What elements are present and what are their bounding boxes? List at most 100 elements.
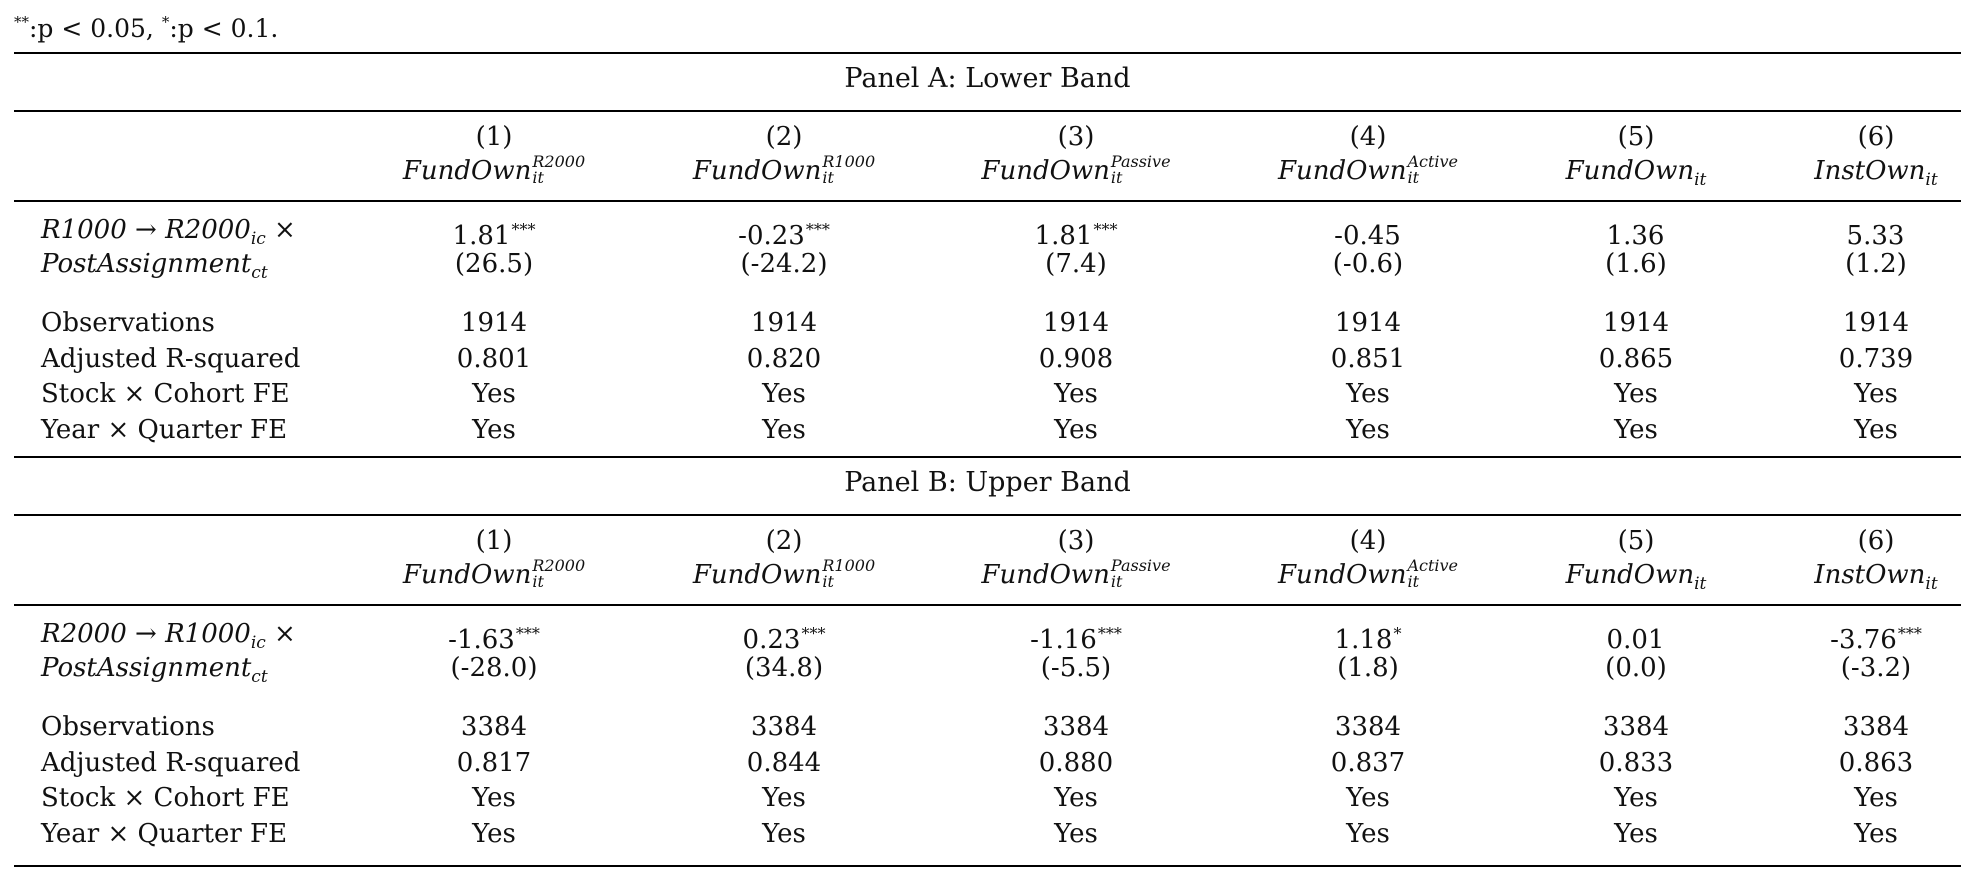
table-rule xyxy=(14,110,1961,112)
stats-cell: Yes xyxy=(1346,783,1390,813)
column-header: (1) FundOwn R2000 it xyxy=(364,120,624,188)
significance-stars: * xyxy=(1393,624,1402,643)
variable-subscript: it xyxy=(1407,572,1419,591)
column-variable: FundOwn Passive it xyxy=(946,154,1206,188)
coefficient-value: 5.33 xyxy=(1846,221,1905,251)
stats-cell: Yes xyxy=(1854,783,1898,813)
tstat-cell: (-0.6) xyxy=(1332,249,1404,279)
table-rule xyxy=(14,604,1961,606)
treatment-from: R1000 xyxy=(41,215,127,245)
stats-cell: 1914 xyxy=(1334,308,1402,338)
stats-cell: Yes xyxy=(472,818,516,849)
stats-cell: 3384 xyxy=(460,712,528,742)
column-number: (6) xyxy=(1857,122,1895,152)
stats-cell: 1914 xyxy=(750,308,818,338)
column-header: (2) FundOwn R1000 it xyxy=(654,120,914,188)
times-icon: × xyxy=(265,619,296,649)
variable-superscript: R2000 xyxy=(532,556,586,575)
tstat-cell: (7.4) xyxy=(1045,249,1107,279)
column-header: (6) InstOwnit xyxy=(1746,524,1976,601)
treatment-label: R2000 → R1000ic × xyxy=(41,616,296,661)
arrow-icon: → xyxy=(126,215,166,245)
significance-stars: *** xyxy=(515,624,540,643)
significance-stars: *** xyxy=(511,220,536,239)
stats-cell: Yes xyxy=(1346,818,1390,849)
column-variable: FundOwn Passive it xyxy=(946,558,1206,592)
significance-stars: *** xyxy=(801,624,826,643)
variable-superscript: R1000 xyxy=(822,152,876,171)
stats-row: Adjusted R-squared 0.817 0.844 0.880 0.837 0.… xyxy=(0,745,1976,781)
variable-indices: Active it xyxy=(1407,558,1458,590)
stats-label: Year × Quarter FE xyxy=(41,818,288,849)
variable-subscript: it xyxy=(532,168,544,187)
variable-indices: R2000 it xyxy=(532,558,585,590)
coefficient-cell: 1.81*** xyxy=(374,212,614,254)
coefficient-cell: -0.23*** xyxy=(664,212,904,254)
variable-superscript: R2000 xyxy=(532,152,586,171)
stats-cell: Yes xyxy=(762,783,806,813)
coefficient-value: 0.23 xyxy=(742,625,801,655)
variable-subscript: it xyxy=(822,572,834,591)
stats-cell: 3384 xyxy=(1602,712,1670,742)
stats-cell: 1914 xyxy=(460,308,528,338)
stats-row: Adjusted R-squared 0.801 0.820 0.908 0.851 0.… xyxy=(0,341,1976,377)
coefficient-row: R2000 → R1000ic × -1.63*** 0.23*** -1.16***… xyxy=(0,616,1976,655)
stats-cell: 0.820 xyxy=(746,343,822,374)
stats-cell: 3384 xyxy=(1842,712,1910,742)
stats-row: Stock × Cohort FE Yes Yes Yes Yes Yes Yes xyxy=(0,780,1976,816)
post-label: PostAssignment xyxy=(41,249,252,279)
coefficient-value: 0.01 xyxy=(1606,625,1665,655)
panel-title: Panel A: Lower Band xyxy=(844,63,1131,94)
stats-cell: 3384 xyxy=(1334,712,1402,742)
variable-subscript: it xyxy=(1110,572,1123,591)
tstat-cell: (26.5) xyxy=(454,249,534,279)
table-rule xyxy=(14,52,1961,54)
column-variable: FundOwn Active it xyxy=(1238,154,1498,188)
column-variable: FundOwnit xyxy=(1506,558,1766,601)
tstat-cell: (-3.2) xyxy=(1840,653,1912,683)
column-header: (5) FundOwnit xyxy=(1506,524,1766,601)
times-icon: × xyxy=(265,215,296,245)
coefficient-cell: -3.76*** xyxy=(1756,616,1976,658)
significance-stars: *** xyxy=(805,220,830,239)
panel-title: Panel B: Upper Band xyxy=(844,467,1131,498)
note-p05: :p < 0.05, xyxy=(29,14,162,43)
column-variable: InstOwnit xyxy=(1746,154,1976,197)
coefficient-value: -1.63 xyxy=(448,625,515,655)
column-variable: InstOwnit xyxy=(1746,558,1976,601)
stats-cell: 3384 xyxy=(750,712,818,742)
note-p10: :p < 0.1. xyxy=(169,14,279,43)
variable-superscript: Passive xyxy=(1110,556,1171,575)
variable-name: FundOwn xyxy=(692,560,822,590)
stats-cell: Yes xyxy=(472,783,516,813)
treatment-subscript: ic xyxy=(250,229,266,249)
stats-cell: Yes xyxy=(762,379,806,409)
post-label: PostAssignment xyxy=(41,653,252,683)
column-number: (1) xyxy=(475,526,513,556)
variable-name: FundOwn xyxy=(1565,560,1695,590)
variable-subscript: it xyxy=(1110,168,1123,187)
coefficient-cell: -1.63*** xyxy=(374,616,614,658)
stats-row: Stock × Cohort FE Yes Yes Yes Yes Yes Yes xyxy=(0,376,1976,412)
table-rule xyxy=(14,456,1961,458)
stats-cell: 0.863 xyxy=(1838,747,1914,778)
treatment-label: R1000 → R2000ic × xyxy=(41,212,296,257)
post-subscript: ct xyxy=(251,667,268,687)
stats-cell: Yes xyxy=(1614,783,1658,813)
treatment-from: R2000 xyxy=(41,619,127,649)
tstat-cell: (1.2) xyxy=(1845,249,1907,279)
tstat-cell: (-5.5) xyxy=(1040,653,1112,683)
tstat-cell: (1.6) xyxy=(1605,249,1667,279)
treatment-to: R1000 xyxy=(165,619,251,649)
coefficient-value: -0.45 xyxy=(1334,221,1401,251)
variable-indices: R1000 it xyxy=(822,558,875,590)
stats-cell: Yes xyxy=(1054,818,1098,849)
coefficient-value: 1.36 xyxy=(1606,221,1665,251)
column-number: (3) xyxy=(1057,526,1095,556)
coefficient-value: -1.16 xyxy=(1030,625,1097,655)
stats-label: Stock × Cohort FE xyxy=(41,783,290,813)
stats-cell: 0.851 xyxy=(1330,343,1406,374)
coefficient-value: 1.18 xyxy=(1334,625,1393,655)
tstat-cell: (-24.2) xyxy=(740,249,828,279)
column-number: (5) xyxy=(1617,526,1655,556)
